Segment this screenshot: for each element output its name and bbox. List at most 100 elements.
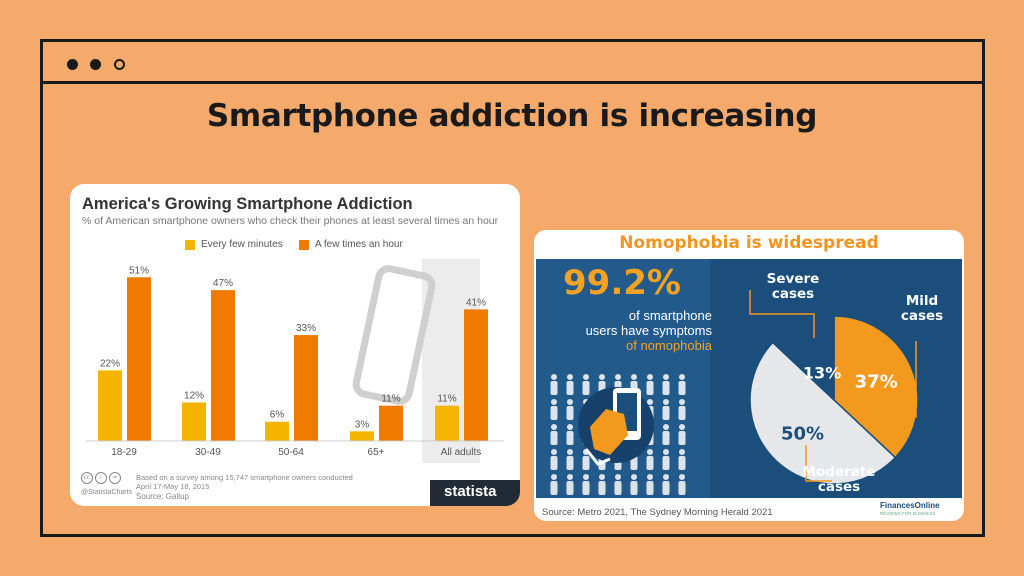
- bar-value-label: 41%: [466, 297, 486, 308]
- person-head: [631, 474, 637, 480]
- statista-logo: statista: [430, 480, 520, 506]
- person-head: [551, 474, 557, 480]
- person-body: [646, 381, 654, 395]
- person-body: [646, 456, 654, 470]
- person-head: [647, 399, 653, 405]
- x-tick-label: All adults: [441, 447, 482, 458]
- person-head: [599, 374, 605, 380]
- bar-value-label: 11%: [437, 394, 456, 405]
- x-tick-label: 50-64: [278, 447, 304, 458]
- logo-subtext: REVIEWS FOR BUSINESS: [880, 511, 936, 516]
- person-body: [582, 456, 590, 470]
- legend-label: Every few minutes: [201, 239, 283, 250]
- person-head: [551, 449, 557, 455]
- pie-slice-severe-cases: [771, 315, 835, 402]
- person-head: [583, 474, 589, 480]
- chart-footnote: Based on a survey among 15,747 smartphon…: [136, 473, 353, 491]
- person-body: [662, 481, 670, 495]
- person-body: [678, 481, 686, 495]
- slide-title: Smartphone addiction is increasing: [206, 98, 818, 134]
- person-head: [679, 399, 685, 405]
- person-head: [663, 474, 669, 480]
- chart-source: Source: Gallup: [136, 492, 189, 501]
- person-body: [662, 406, 670, 420]
- legend-swatch: [299, 239, 309, 250]
- person-body: [582, 381, 590, 395]
- infographic-body: 99.2% of smartphone users have symptoms …: [536, 259, 962, 498]
- bar-65+-s2: [379, 405, 403, 441]
- infographic-source: Source: Metro 2021, The Sydney Morning H…: [542, 507, 773, 518]
- stat-panel: 99.2% of smartphone users have symptoms …: [536, 259, 712, 498]
- person-body: [678, 406, 686, 420]
- person-body: [662, 456, 670, 470]
- mild-cases-label: Mild cases: [900, 293, 944, 324]
- infographic-title: Nomophobia is widespread: [619, 233, 879, 253]
- people-grid-icon: [550, 374, 686, 495]
- moderate-cases-label: Moderate cases: [802, 464, 876, 495]
- person-body: [678, 431, 686, 445]
- person-body: [566, 381, 574, 395]
- bar-50-64-s1: [265, 421, 289, 441]
- bar-value-label: 11%: [381, 394, 400, 405]
- person-body: [662, 431, 670, 445]
- bar-value-label: 3%: [355, 419, 370, 430]
- chart-subtitle: % of American smartphone owners who chec…: [82, 215, 499, 227]
- bar-value-label: 47%: [213, 278, 233, 289]
- bar-value-label: 51%: [129, 265, 149, 276]
- person-body: [550, 481, 558, 495]
- person-head: [567, 399, 573, 405]
- chart-title: America's Growing Smartphone Addiction: [82, 195, 413, 213]
- pie-slice-mild-cases: [833, 315, 919, 459]
- window-dot-icon: [67, 59, 78, 70]
- person-body: [566, 456, 574, 470]
- window-titlebar: [43, 42, 982, 84]
- person-head: [647, 449, 653, 455]
- nd-icon: =: [109, 472, 121, 484]
- legend-item-few-times-an-hour: A few times an hour: [299, 239, 403, 250]
- person-head: [567, 424, 573, 430]
- mild-leader-line: [888, 341, 917, 418]
- bar-18-29-s2: [127, 277, 151, 441]
- person-head: [663, 449, 669, 455]
- person-body: [550, 381, 558, 395]
- person-head: [567, 449, 573, 455]
- license-icons: cc i =: [81, 472, 121, 484]
- x-tick-label: 18-29: [111, 447, 137, 458]
- person-head: [567, 374, 573, 380]
- bar-chart: 22% 51% 18-29 12% 47% 30-49 6% 33% 50-64 3% 11% 65+…: [86, 259, 504, 463]
- phone-outline-icon: [352, 265, 436, 405]
- person-body: [630, 481, 638, 495]
- person-body: [598, 481, 606, 495]
- pie-value-label: 37%: [855, 372, 898, 393]
- legend-swatch: [185, 239, 195, 250]
- person-head: [615, 374, 621, 380]
- person-head: [679, 449, 685, 455]
- bar-18-29-s1: [98, 370, 122, 441]
- x-tick-label: 65+: [368, 447, 385, 458]
- severe-leader-line: [749, 290, 815, 338]
- pie-value-label: 13%: [803, 363, 841, 382]
- financesonline-logo: FinancesOnline REVIEWS FOR BUSINESS: [880, 502, 940, 518]
- person-body: [566, 431, 574, 445]
- x-tick-label: 30-49: [195, 447, 221, 458]
- charts-handle: @StatistaCharts: [81, 489, 133, 496]
- nomophobia-card: Nomophobia is widespread 99.2% of smartp…: [534, 230, 964, 521]
- bar-value-label: 6%: [270, 410, 285, 421]
- bar-65+-s1: [350, 431, 374, 441]
- person-head: [679, 474, 685, 480]
- person-head: [599, 474, 605, 480]
- bar-all-adults-s2: [464, 309, 488, 441]
- person-head: [551, 399, 557, 405]
- bar-30-49-s2: [211, 290, 235, 441]
- browser-window-frame: [40, 39, 985, 537]
- person-body: [550, 431, 558, 445]
- bar-30-49-s1: [182, 402, 206, 441]
- person-head: [567, 474, 573, 480]
- stat-line: of smartphone: [628, 308, 712, 323]
- pie-slice-moderate-cases: [749, 341, 897, 485]
- person-head: [679, 374, 685, 380]
- pie-chart: 37% 50% 13%: [749, 290, 919, 485]
- stat-description: of smartphone users have symptoms of nom…: [536, 308, 712, 353]
- person-head: [631, 374, 637, 380]
- person-head: [663, 399, 669, 405]
